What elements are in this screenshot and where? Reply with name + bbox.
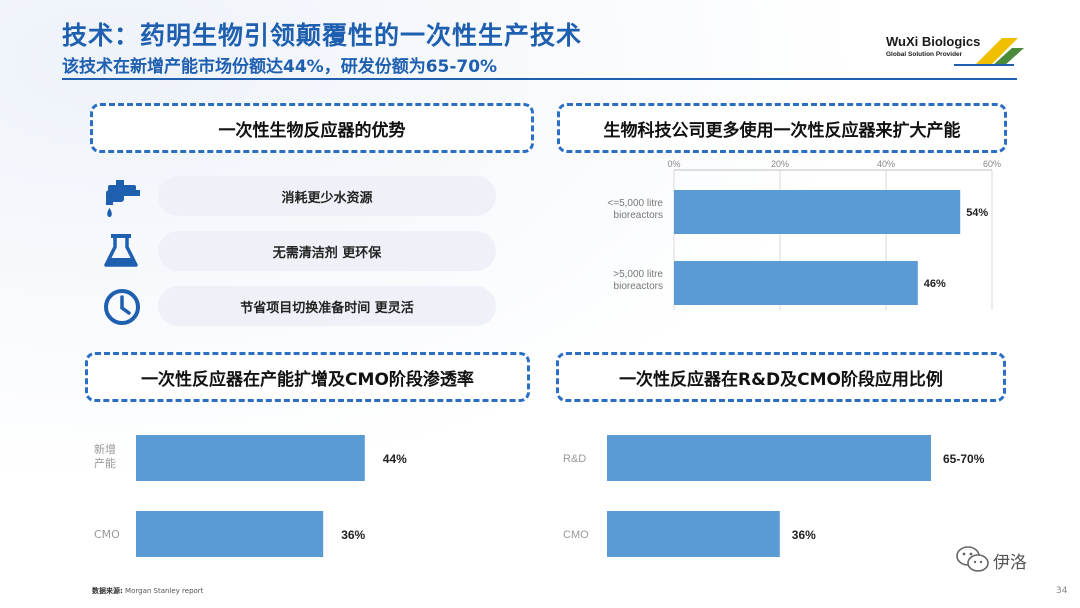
bar xyxy=(674,190,961,234)
company-logo: WuXi Biologics Global Solution Provider xyxy=(884,34,1024,74)
category-label: CMO xyxy=(563,529,589,541)
faucet-icon xyxy=(106,180,140,217)
watermark-text: 伊洛 xyxy=(993,553,1027,573)
x-tick-label: 0% xyxy=(667,159,680,169)
advantage-flexible: 节省项目切换准备时间 更灵活 xyxy=(158,286,496,326)
advantages-heading: 一次性生物反应器的优势 xyxy=(90,103,534,153)
data-label: 54% xyxy=(966,207,988,219)
category-label: 产能 xyxy=(94,456,116,470)
watermark: 伊洛 xyxy=(955,544,1055,576)
logo-stripes-icon xyxy=(954,38,1024,66)
wechat-icon xyxy=(956,546,989,572)
advantage-water: 消耗更少水资源 xyxy=(158,176,496,216)
category-label: <=5,000 litre xyxy=(607,198,663,209)
data-label: 36% xyxy=(792,528,816,542)
category-label: 新增 xyxy=(94,442,116,456)
bar xyxy=(674,261,918,305)
category-label: bioreactors xyxy=(614,281,663,292)
bar xyxy=(607,511,780,557)
page-subtitle: 该技术在新增产能市场份额达44%，研发份额为65-70% xyxy=(62,57,498,77)
category-label: >5,000 litre xyxy=(613,269,663,280)
clock-icon xyxy=(104,289,140,325)
data-label: 65-70% xyxy=(943,452,985,466)
bar xyxy=(136,511,324,557)
source-text: Morgan Stanley report xyxy=(125,587,204,595)
top-right-heading: 生物科技公司更多使用一次性反应器来扩大产能 xyxy=(557,103,1007,153)
bar xyxy=(136,435,365,481)
data-label: 46% xyxy=(924,278,946,290)
data-label: 36% xyxy=(341,528,365,542)
title-divider xyxy=(62,78,1017,80)
page-number: 34 xyxy=(1056,586,1068,596)
source-label: 数据来源: xyxy=(92,587,123,595)
advantage-eco: 无需清洁剂 更环保 xyxy=(158,231,496,271)
logo-name: WuXi Biologics xyxy=(886,34,981,49)
flask-icon xyxy=(104,234,138,267)
bar xyxy=(607,435,931,481)
bottom-left-heading: 一次性反应器在产能扩增及CMO阶段渗透率 xyxy=(85,352,530,402)
page-title: 技术：药明生物引领颠覆性的一次性生产技术 xyxy=(62,21,583,50)
source-note: 数据来源: Morgan Stanley report xyxy=(92,586,203,596)
x-tick-label: 20% xyxy=(771,159,789,169)
x-tick-label: 40% xyxy=(877,159,895,169)
bottom-right-heading: 一次性反应器在R&D及CMO阶段应用比例 xyxy=(556,352,1006,402)
category-label: bioreactors xyxy=(614,210,663,221)
data-label: 44% xyxy=(383,452,407,466)
category-label: R&D xyxy=(563,453,586,465)
x-tick-label: 60% xyxy=(983,159,1001,169)
logo-tagline: Global Solution Provider xyxy=(886,51,963,58)
category-label: CMO xyxy=(94,528,120,541)
